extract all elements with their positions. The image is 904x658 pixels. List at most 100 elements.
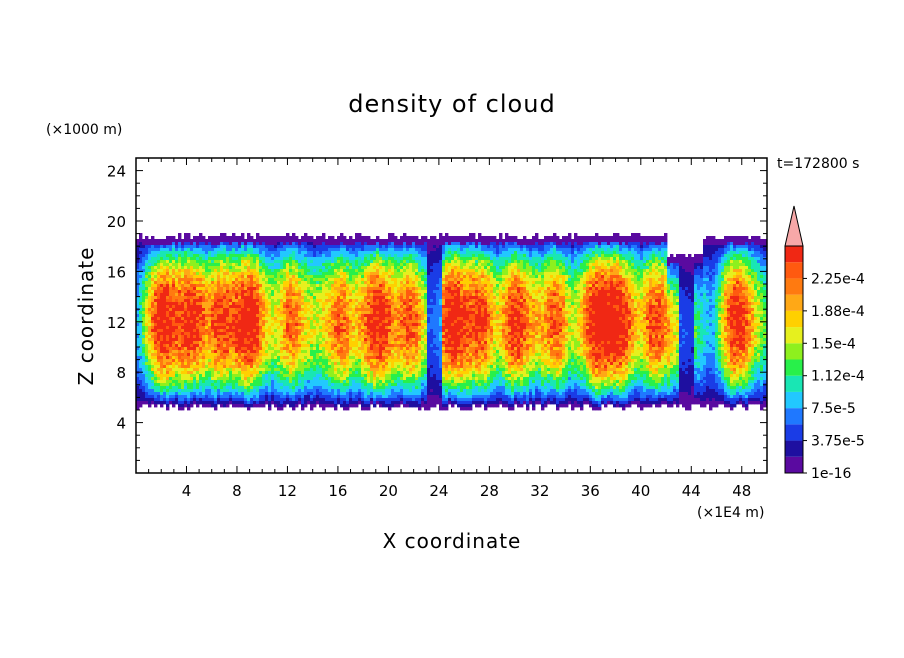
heatmap-cell <box>184 329 188 333</box>
heatmap-cell <box>280 365 284 369</box>
heatmap-cell <box>259 302 263 306</box>
heatmap-cell <box>313 368 317 372</box>
heatmap-cell <box>235 374 239 378</box>
heatmap-cell <box>331 374 335 378</box>
heatmap-cell <box>310 347 314 351</box>
heatmap-cell <box>229 272 233 276</box>
heatmap-cell <box>373 296 377 300</box>
heatmap-cell <box>286 251 290 255</box>
heatmap-cell <box>355 296 359 300</box>
heatmap-cell <box>358 302 362 306</box>
heatmap-cell <box>175 296 179 300</box>
heatmap-cell <box>232 251 236 255</box>
heatmap-cell <box>385 326 389 330</box>
heatmap-cell <box>274 278 278 282</box>
heatmap-cell <box>277 383 281 387</box>
heatmap-cell <box>352 308 356 312</box>
heatmap-cell <box>328 356 332 360</box>
heatmap-cell <box>289 278 293 282</box>
heatmap-cell <box>262 245 266 249</box>
heatmap-cell <box>286 293 290 297</box>
heatmap-cell <box>250 290 254 294</box>
heatmap-cell <box>379 284 383 288</box>
heatmap-cell <box>325 272 329 276</box>
heatmap-cell <box>169 239 173 243</box>
heatmap-cell <box>175 287 179 291</box>
heatmap-cell <box>229 347 233 351</box>
heatmap-cell <box>163 278 167 282</box>
heatmap-cell <box>136 398 140 402</box>
heatmap-cell <box>367 389 371 393</box>
heatmap-cell <box>388 365 392 369</box>
heatmap-cell <box>310 401 314 405</box>
heatmap-cell <box>190 281 194 285</box>
heatmap-cell <box>181 398 185 402</box>
heatmap-cell <box>136 287 140 291</box>
heatmap-cell <box>154 281 158 285</box>
heatmap-cell <box>292 308 296 312</box>
heatmap-cell <box>349 338 353 342</box>
heatmap-cell <box>346 335 350 339</box>
heatmap-cell <box>232 287 236 291</box>
heatmap-cell <box>154 260 158 264</box>
heatmap-cell <box>196 239 200 243</box>
heatmap-cell <box>217 353 221 357</box>
heatmap-cell <box>367 332 371 336</box>
heatmap-cell <box>379 317 383 321</box>
heatmap-cell <box>166 344 170 348</box>
heatmap-cell <box>313 362 317 366</box>
heatmap-cell <box>364 299 368 303</box>
heatmap-cell <box>334 323 338 327</box>
heatmap-cell <box>232 350 236 354</box>
heatmap-cell <box>280 287 284 291</box>
heatmap-cell <box>193 368 197 372</box>
heatmap-cell <box>232 317 236 321</box>
heatmap-cell <box>331 299 335 303</box>
heatmap-cell <box>220 365 224 369</box>
heatmap-cell <box>244 332 248 336</box>
heatmap-cell <box>355 398 359 402</box>
heatmap-cell <box>256 305 260 309</box>
heatmap-cell <box>331 320 335 324</box>
heatmap-cell <box>286 278 290 282</box>
heatmap-cell <box>163 293 167 297</box>
heatmap-cell <box>238 311 242 315</box>
heatmap-cell <box>199 323 203 327</box>
heatmap-cell <box>253 242 257 246</box>
heatmap-cell <box>259 278 263 282</box>
heatmap-cell <box>160 404 164 408</box>
heatmap-cell <box>229 362 233 366</box>
heatmap-cell <box>196 308 200 312</box>
heatmap-cell <box>379 260 383 264</box>
heatmap-cell <box>331 389 335 393</box>
heatmap-cell <box>154 395 158 399</box>
heatmap-cell <box>355 248 359 252</box>
heatmap-cell <box>373 404 377 408</box>
heatmap-cell <box>241 290 245 294</box>
heatmap-cell <box>136 347 140 351</box>
heatmap-cell <box>340 338 344 342</box>
heatmap-cell <box>301 278 305 282</box>
heatmap-cell <box>247 332 251 336</box>
heatmap-cell <box>202 281 206 285</box>
heatmap-cell <box>265 323 269 327</box>
heatmap-cell <box>205 350 209 354</box>
heatmap-cell <box>208 320 212 324</box>
heatmap-cell <box>394 353 398 357</box>
heatmap-cell <box>256 257 260 261</box>
heatmap-cell <box>268 398 272 402</box>
heatmap-cell <box>298 374 302 378</box>
heatmap-cell <box>391 266 395 270</box>
heatmap-cell <box>331 251 335 255</box>
heatmap-cell <box>151 305 155 309</box>
heatmap-cell <box>385 356 389 360</box>
heatmap-cell <box>196 266 200 270</box>
heatmap-cell <box>187 350 191 354</box>
heatmap-cell <box>355 395 359 399</box>
heatmap-cell <box>388 371 392 375</box>
heatmap-cell <box>151 236 155 240</box>
heatmap-cell <box>391 395 395 399</box>
heatmap-cell <box>361 365 365 369</box>
heatmap-cell <box>376 251 380 255</box>
heatmap-cell <box>238 326 242 330</box>
